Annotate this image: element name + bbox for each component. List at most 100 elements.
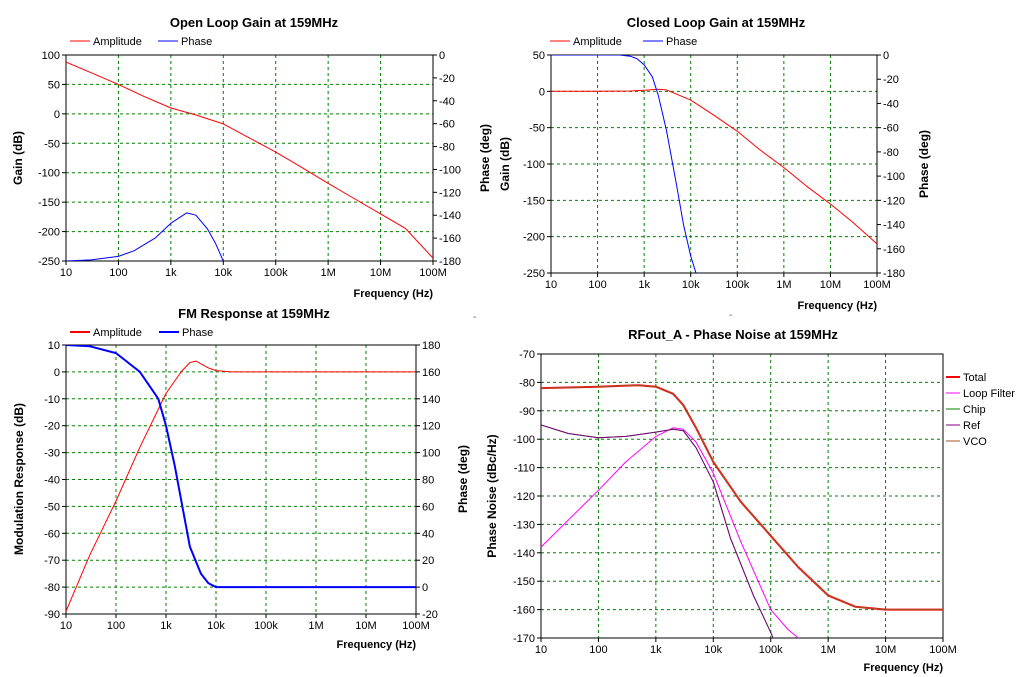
x-tick-label: 10 (60, 620, 72, 632)
y2-tick-label: -100 (439, 164, 461, 176)
y2-tick-label: -40 (439, 96, 455, 108)
y-tick-label: -50 (44, 138, 60, 150)
y-tick-label: -90 (44, 609, 60, 621)
y2-tick-label: -180 (439, 256, 461, 268)
x-tick-label: 10M (370, 267, 391, 279)
x-axis-title: Frequency (Hz) (798, 300, 878, 312)
series-group (66, 345, 416, 612)
y2-tick-label: -160 (883, 244, 905, 256)
y2-tick-label: 160 (422, 367, 440, 379)
x-tick-label: 100k (725, 279, 749, 291)
x-tick-label: 1k (160, 620, 172, 632)
x-tick-label: 10 (535, 644, 547, 656)
grid (551, 55, 877, 273)
y-tick-label: -150 (513, 576, 535, 588)
y-tick-label: -70 (519, 349, 535, 361)
x-tick-label: 100 (109, 267, 127, 279)
y2-tick-label: -20 (883, 74, 899, 86)
y-tick-label: -10 (44, 394, 60, 406)
legend-label-loop-filter: Loop Filter (963, 388, 1015, 400)
y-tick-label: -100 (38, 168, 60, 180)
y2-tick-label: -80 (439, 142, 455, 154)
x-tick-label: 10 (60, 267, 72, 279)
series-line-vco (541, 384, 943, 611)
y2-axis-title: Phase (deg) (456, 445, 470, 513)
legend-label-phase: Phase (182, 327, 213, 339)
x-tick-label: 10k (704, 644, 722, 656)
series-line-amplitude (66, 61, 433, 259)
y2-tick-label: -100 (883, 171, 905, 183)
y2-tick-label: 80 (422, 475, 434, 487)
y-tick-label: -200 (38, 227, 60, 239)
x-tick-label: 10M (875, 644, 896, 656)
y2-tick-label: -60 (883, 123, 899, 135)
y2-tick-label: -140 (883, 220, 905, 232)
y2-tick-label: -20 (439, 73, 455, 85)
y-tick-label: 0 (539, 86, 545, 98)
grid (66, 55, 433, 261)
y-tick-label: -70 (44, 555, 60, 567)
grid (541, 354, 943, 638)
x-tick-label: 100 (107, 620, 125, 632)
y-tick-label: -120 (513, 491, 535, 503)
chart-title: Closed Loop Gain at 159MHz (627, 15, 806, 30)
series-line-chip (541, 424, 774, 638)
y-tick-label: 50 (48, 79, 60, 91)
y-tick-label: -150 (38, 197, 60, 209)
y-tick-label: 100 (42, 50, 60, 62)
x-tick-label: 100k (254, 620, 278, 632)
series-line-phase (551, 55, 697, 273)
x-axis-title: Frequency (Hz) (337, 639, 417, 651)
y2-tick-label: -40 (883, 98, 899, 110)
legend: Amplitude Phase (550, 36, 697, 48)
y-axis-title: Phase Noise (dBc/Hz) (485, 434, 499, 557)
y2-tick-label: 140 (422, 394, 440, 406)
y-axis-title: Gain (dB) (498, 137, 512, 191)
legend-label-amplitude: Amplitude (93, 327, 142, 339)
y-tick-label: -100 (523, 159, 545, 171)
series-line-loop-filter (541, 427, 800, 638)
chart-title: RFout_A - Phase Noise at 159MHz (628, 327, 838, 342)
legend-label-amplitude: Amplitude (93, 36, 142, 48)
series-group (551, 55, 877, 273)
y2-tick-label: -20 (422, 609, 438, 621)
x-tick-label: 1M (821, 644, 836, 656)
legend: Amplitude Phase (70, 36, 212, 48)
legend-label-vco: VCO (963, 436, 987, 448)
grid (66, 345, 416, 614)
y-tick-label: -50 (529, 123, 545, 135)
chart-open-loop-gain: Open Loop Gain at 159MHz Amplitude Phase… (11, 15, 492, 300)
x-tick-label: 100M (402, 620, 430, 632)
y-tick-label: -20 (44, 421, 60, 433)
y2-tick-label: -120 (883, 195, 905, 207)
series-group (541, 384, 943, 638)
series-line-amplitude (66, 360, 416, 612)
legend: Total Loop Filter Chip Ref VCO (946, 372, 1015, 448)
y-tick-label: -170 (513, 633, 535, 645)
y-axis-title: Modulation Response (dB) (12, 403, 26, 555)
y2-tick-label: 0 (439, 50, 445, 62)
y-tick-label: -160 (513, 605, 535, 617)
y2-tick-label: -80 (883, 147, 899, 159)
y-tick-label: -250 (523, 268, 545, 280)
x-tick-label: 1k (650, 644, 662, 656)
stray-mark: - (729, 310, 733, 321)
y-tick-label: -130 (513, 519, 535, 531)
x-tick-label: 100k (264, 267, 288, 279)
y-tick-label: 0 (54, 367, 60, 379)
x-tick-label: 1M (308, 620, 323, 632)
x-tick-label: 100 (588, 279, 606, 291)
x-tick-label: 1M (321, 267, 336, 279)
x-tick-label: 100M (929, 644, 957, 656)
chart-fm-response: FM Response at 159MHz Amplitude Phase 10… (12, 306, 470, 651)
y-tick-label: -90 (519, 406, 535, 418)
y-tick-label: -60 (44, 528, 60, 540)
legend-label-phase: Phase (181, 36, 212, 48)
series-line-phase (66, 212, 224, 261)
y-tick-label: 50 (533, 50, 545, 62)
legend: Amplitude Phase (70, 327, 213, 339)
series-group (66, 61, 433, 261)
y2-axis-title: Phase (deg) (478, 124, 492, 192)
y2-tick-label: 0 (422, 582, 428, 594)
